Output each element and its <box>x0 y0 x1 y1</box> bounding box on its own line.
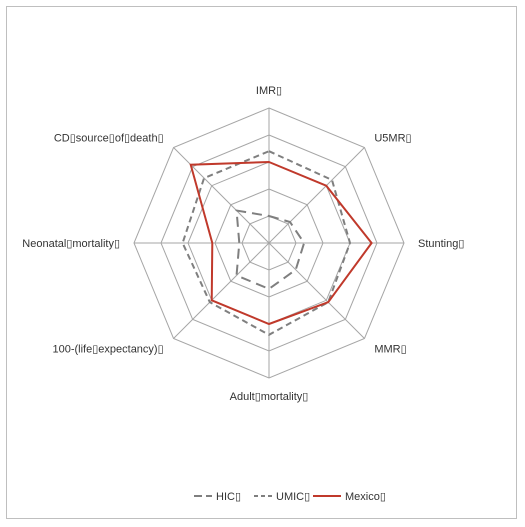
grid-spoke <box>173 242 270 339</box>
axis-label: U5MR▯ <box>374 133 411 145</box>
axis-label: Adult▯mortality▯ <box>230 391 309 403</box>
grid-spoke <box>268 242 365 339</box>
radar-grid <box>133 107 405 379</box>
axis-label: Neonatal▯mortality▯ <box>22 238 120 250</box>
axis-label: Stunting▯ <box>418 238 464 250</box>
grid-spoke <box>268 147 365 244</box>
axis-label: 100-(life▯expectancy)▯ <box>52 343 163 355</box>
radar-chart: IMR▯ U5MR▯ Stunting▯ MMR▯ Adult▯mortality▯ 10… <box>22 85 464 503</box>
series-layer <box>181 150 373 336</box>
series-line-1 <box>235 209 306 291</box>
legend-label: UMIC▯ <box>276 491 310 503</box>
axis-label: CD▯source▯of▯death▯ <box>54 133 164 145</box>
legend-label: HIC▯ <box>216 491 241 503</box>
series-line-3 <box>189 160 373 326</box>
axis-label: IMR▯ <box>256 85 282 97</box>
chart-area: IMR▯ U5MR▯ Stunting▯ MMR▯ Adult▯mortality▯ 10… <box>6 6 517 519</box>
axis-labels: IMR▯ U5MR▯ Stunting▯ MMR▯ Adult▯mortality▯ 10… <box>22 85 464 403</box>
legend-label: Mexico▯ <box>345 491 386 503</box>
axis-label: MMR▯ <box>374 343 406 355</box>
legend: HIC▯ UMIC▯ Mexico▯ <box>194 491 386 503</box>
grid-spoke <box>173 147 270 244</box>
